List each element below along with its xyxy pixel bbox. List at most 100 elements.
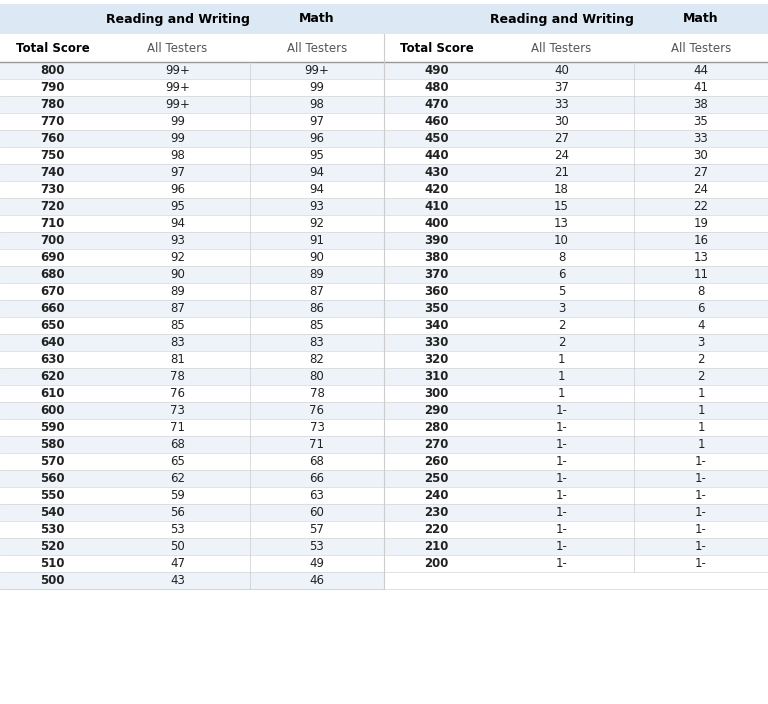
Bar bbox=[384, 487, 768, 504]
Text: Reading and Writing: Reading and Writing bbox=[105, 13, 250, 25]
Text: 82: 82 bbox=[310, 353, 324, 366]
Bar bbox=[0, 300, 384, 317]
Text: 1: 1 bbox=[697, 438, 705, 451]
Bar bbox=[384, 79, 768, 96]
Text: 27: 27 bbox=[694, 166, 709, 179]
Text: 700: 700 bbox=[40, 234, 65, 247]
Text: 50: 50 bbox=[170, 540, 185, 553]
Text: 1: 1 bbox=[558, 370, 565, 383]
Text: 310: 310 bbox=[424, 370, 449, 383]
Text: 450: 450 bbox=[424, 132, 449, 145]
Text: 230: 230 bbox=[424, 506, 449, 519]
Text: 95: 95 bbox=[170, 200, 185, 213]
Bar bbox=[384, 317, 768, 334]
Text: 1: 1 bbox=[558, 387, 565, 400]
Text: 41: 41 bbox=[694, 81, 709, 94]
Text: 270: 270 bbox=[424, 438, 449, 451]
Bar bbox=[384, 436, 768, 453]
Bar bbox=[0, 351, 384, 368]
Bar bbox=[384, 249, 768, 266]
Bar bbox=[0, 215, 384, 232]
Text: 27: 27 bbox=[554, 132, 569, 145]
Text: 38: 38 bbox=[694, 98, 708, 111]
Text: 320: 320 bbox=[424, 353, 449, 366]
Text: 1-: 1- bbox=[695, 489, 707, 502]
Text: Math: Math bbox=[684, 13, 719, 25]
Text: All Testers: All Testers bbox=[287, 42, 347, 54]
Bar bbox=[384, 555, 768, 572]
Bar bbox=[0, 419, 384, 436]
Text: 63: 63 bbox=[310, 489, 324, 502]
Text: 94: 94 bbox=[170, 217, 185, 230]
Bar bbox=[0, 130, 384, 147]
Text: 99: 99 bbox=[170, 132, 185, 145]
Text: 550: 550 bbox=[40, 489, 65, 502]
Bar bbox=[384, 164, 768, 181]
Text: 30: 30 bbox=[554, 115, 569, 128]
Bar bbox=[0, 164, 384, 181]
Text: Reading and Writing: Reading and Writing bbox=[489, 13, 634, 25]
Text: 640: 640 bbox=[40, 336, 65, 349]
Text: 570: 570 bbox=[40, 455, 65, 468]
Text: 460: 460 bbox=[424, 115, 449, 128]
Text: 200: 200 bbox=[424, 557, 449, 570]
Text: 4: 4 bbox=[697, 319, 705, 332]
Text: 76: 76 bbox=[170, 387, 185, 400]
Text: 1-: 1- bbox=[555, 506, 568, 519]
Text: 1: 1 bbox=[697, 404, 705, 417]
Text: 86: 86 bbox=[310, 302, 324, 315]
Text: 24: 24 bbox=[694, 183, 709, 196]
Text: 98: 98 bbox=[310, 98, 324, 111]
Text: 1-: 1- bbox=[555, 472, 568, 485]
Text: 94: 94 bbox=[310, 166, 325, 179]
Text: 240: 240 bbox=[424, 489, 449, 502]
Text: Total Score: Total Score bbox=[399, 42, 473, 54]
Bar bbox=[384, 504, 768, 521]
Text: 46: 46 bbox=[310, 574, 325, 587]
Text: 90: 90 bbox=[170, 268, 185, 281]
Text: 30: 30 bbox=[694, 149, 708, 162]
Bar bbox=[0, 232, 384, 249]
Bar bbox=[384, 62, 768, 79]
Text: 340: 340 bbox=[424, 319, 449, 332]
Text: 510: 510 bbox=[40, 557, 65, 570]
Text: 1-: 1- bbox=[695, 540, 707, 553]
Text: 73: 73 bbox=[170, 404, 185, 417]
Text: 83: 83 bbox=[310, 336, 324, 349]
Text: 330: 330 bbox=[424, 336, 449, 349]
Bar bbox=[384, 385, 768, 402]
Text: 99+: 99+ bbox=[165, 98, 190, 111]
Bar bbox=[384, 538, 768, 555]
Text: 11: 11 bbox=[694, 268, 709, 281]
Text: 43: 43 bbox=[170, 574, 185, 587]
Text: 530: 530 bbox=[40, 523, 65, 536]
Text: 37: 37 bbox=[554, 81, 569, 94]
Bar bbox=[384, 470, 768, 487]
Bar bbox=[0, 470, 384, 487]
Text: 81: 81 bbox=[170, 353, 185, 366]
Bar bbox=[0, 487, 384, 504]
Bar bbox=[384, 96, 768, 113]
Text: 790: 790 bbox=[40, 81, 65, 94]
Text: 3: 3 bbox=[697, 336, 705, 349]
Text: 8: 8 bbox=[558, 251, 565, 264]
Text: 500: 500 bbox=[40, 574, 65, 587]
Text: 280: 280 bbox=[424, 421, 449, 434]
Bar bbox=[0, 79, 384, 96]
Text: 770: 770 bbox=[40, 115, 65, 128]
Text: 670: 670 bbox=[40, 285, 65, 298]
Text: 98: 98 bbox=[170, 149, 185, 162]
Text: 1: 1 bbox=[697, 421, 705, 434]
Bar bbox=[0, 521, 384, 538]
Text: 87: 87 bbox=[310, 285, 324, 298]
Bar bbox=[0, 368, 384, 385]
Bar bbox=[0, 96, 384, 113]
Bar bbox=[0, 538, 384, 555]
Bar bbox=[384, 368, 768, 385]
Text: 1-: 1- bbox=[555, 438, 568, 451]
Text: 65: 65 bbox=[170, 455, 185, 468]
Text: 1: 1 bbox=[697, 387, 705, 400]
Text: 650: 650 bbox=[40, 319, 65, 332]
Text: 87: 87 bbox=[170, 302, 185, 315]
Text: 18: 18 bbox=[554, 183, 569, 196]
